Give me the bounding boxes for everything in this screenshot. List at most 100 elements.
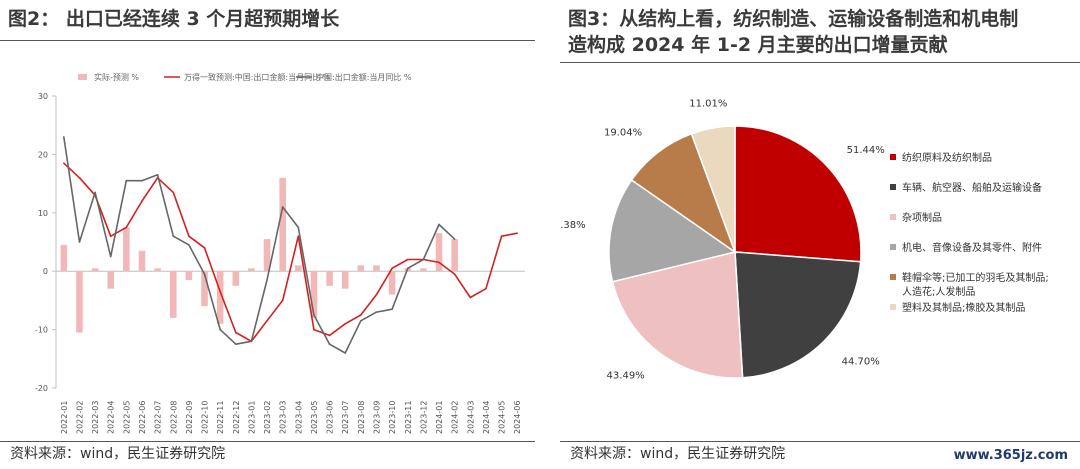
actual-point <box>250 340 253 343</box>
site-watermark: www.365jz.com <box>953 448 1068 463</box>
bar <box>279 177 286 272</box>
pie-legend-line: 纺织原料及纺织制品 <box>902 151 992 164</box>
actual-point <box>188 244 190 246</box>
bar <box>420 268 427 272</box>
right-source-rule <box>560 441 1080 442</box>
right-figure-panel: 图3：从结构上看，纺织制造、运输设备制造和机电制 造构成 2024 年 1-2 … <box>560 0 1080 469</box>
pie-legend-swatch <box>890 274 896 280</box>
pie-legend-line: 机电、音像设备及其零件、附件 <box>902 241 1042 254</box>
pie-slice <box>608 178 737 283</box>
bar <box>232 271 240 286</box>
actual-point <box>344 352 347 354</box>
actual-point <box>297 226 300 229</box>
actual-point <box>109 255 112 258</box>
x-tick-label: 2022-01 <box>60 401 69 434</box>
x-tick-label: 2023-11 <box>404 401 413 434</box>
pie-legend-swatch <box>890 214 896 220</box>
forecast-point <box>375 293 378 296</box>
bar <box>91 268 99 272</box>
legend-label: 实际-预测 % <box>94 72 139 82</box>
line-chart-x-tick-labels: 2022-01 2022-02 2022-03 2022-04 2022-05 2022-… <box>60 401 522 434</box>
forecast-point <box>406 258 409 261</box>
pie-value-labels: 51.44% 44.70% 43.49% 26.38% 19.04% 11.01% <box>560 98 885 381</box>
x-tick-label: 2022-11 <box>216 401 225 434</box>
actual-point <box>172 235 175 237</box>
forecast-point <box>485 287 487 290</box>
series-line <box>63 162 518 343</box>
right-title-rule <box>560 62 1080 63</box>
x-tick-label: 2022-08 <box>169 401 178 434</box>
forecast-point <box>516 232 518 235</box>
pie-legend-label: 机电、音像设备及其零件、附件 <box>902 241 1042 254</box>
actual-point <box>234 343 237 346</box>
forecast-point <box>453 273 456 275</box>
left-title-rule <box>0 40 535 41</box>
pie-legend-label: 车辆、航空器、船舶及运输设备 <box>902 181 1042 194</box>
forecast-point <box>469 296 472 299</box>
actual-point <box>125 179 128 182</box>
bar <box>138 250 146 272</box>
bar <box>263 239 271 272</box>
x-tick-label: 2024-05 <box>498 401 507 434</box>
bar-series-actual-minus-forecast <box>60 177 458 333</box>
pie-legend-line: 塑料及其制品;橡胶及其制品 <box>902 301 1025 314</box>
forecast-point <box>281 299 284 302</box>
forecast-point <box>391 267 393 270</box>
x-tick-label: 2023-01 <box>247 401 256 434</box>
x-tick-label: 2022-12 <box>232 401 241 434</box>
left-figure-title: 图2： 出口已经连续 3 个月超预期增长 <box>8 8 340 30</box>
x-tick-label: 2023-10 <box>388 401 397 434</box>
forecast-point <box>172 191 175 194</box>
forecast-point <box>125 226 128 229</box>
pie-slice <box>734 125 862 263</box>
y-tick-label: -10 <box>35 326 48 335</box>
x-tick-label: 2023-06 <box>326 401 335 434</box>
bar <box>435 233 443 272</box>
bar <box>60 244 68 272</box>
y-tick-label: 10 <box>38 209 48 218</box>
x-tick-label: 2022-03 <box>91 401 100 434</box>
actual-point <box>438 223 440 226</box>
actual-point <box>360 320 362 322</box>
pie-legend-line: 人造花;人发制品 <box>902 285 975 298</box>
x-tick-label: 2024-06 <box>513 401 522 434</box>
bar <box>326 271 333 286</box>
x-tick-label: 2022-07 <box>154 401 163 434</box>
actual-point <box>219 328 221 331</box>
line-chart-legend: 实际-预测 % 万得一致预测:中国:出口金额:当月同比 %中国:出口金额:当月同比… <box>78 72 412 82</box>
forecast-point <box>109 235 112 237</box>
right-figure-title: 图3：从结构上看，纺织制造、运输设备制造和机电制 造构成 2024 年 1-2 … <box>568 8 1019 56</box>
bar <box>373 265 380 272</box>
bar <box>201 271 208 307</box>
actual-point <box>313 314 315 316</box>
bar <box>216 271 224 324</box>
x-tick-label: 2024-02 <box>451 401 460 434</box>
bar <box>310 271 318 318</box>
forecast-point <box>313 328 315 331</box>
x-tick-label: 2022-05 <box>122 401 131 434</box>
pie-slice <box>611 251 744 379</box>
right-source-note: 资料来源：wind，民生证券研究院 <box>570 446 786 462</box>
left-source-rule <box>0 441 535 442</box>
pie-legend-swatch <box>890 154 896 160</box>
actual-point <box>281 206 284 208</box>
pie-legend-label: 塑料及其制品;橡胶及其制品 <box>902 301 1025 314</box>
forecast-point <box>219 290 221 293</box>
x-tick-label: 2024-04 <box>482 401 491 434</box>
forecast-point <box>344 322 347 325</box>
export-growth-chart: 实际-预测 % 万得一致预测:中国:出口金额:当月同比 %中国:出口金额:当月同比… <box>35 72 525 434</box>
actual-point <box>78 241 81 243</box>
bar <box>341 271 349 289</box>
forecast-point <box>78 176 81 179</box>
actual-point <box>94 191 96 194</box>
x-tick-label: 2023-12 <box>419 401 428 434</box>
left-figure-panel: 图2： 出口已经连续 3 个月超预期增长 实际-预测 % 万得一致预测:中国:出口… <box>0 0 535 469</box>
forecast-point <box>297 235 300 237</box>
x-tick-label: 2023-04 <box>294 401 303 434</box>
legend-swatch-bar <box>78 74 87 80</box>
bar <box>154 268 161 272</box>
forecast-point <box>141 200 143 202</box>
forecast-point <box>328 334 331 337</box>
x-tick-label: 2022-09 <box>185 401 194 434</box>
x-tick-label: 2022-04 <box>107 401 116 434</box>
